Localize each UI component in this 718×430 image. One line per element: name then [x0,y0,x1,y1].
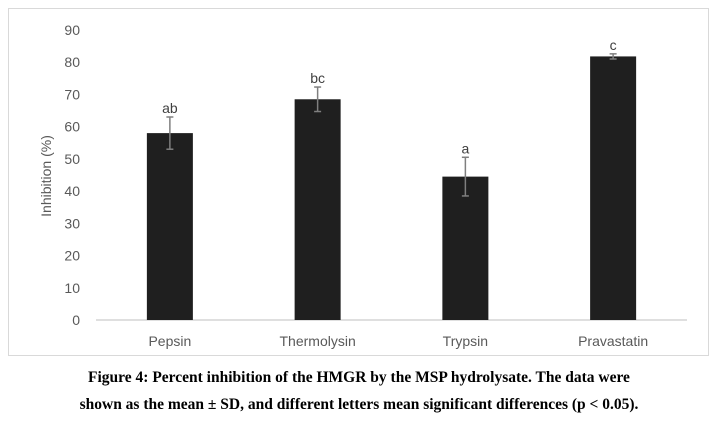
y-axis-label: Inhibition (%) [38,135,54,217]
significance-label: ab [162,100,178,116]
bar [146,133,193,320]
y-tick-label: 60 [64,119,80,135]
y-tick-label: 30 [64,215,80,231]
y-tick-label: 10 [64,280,80,296]
x-axis-tick-labels: Pepsin Thermolysin Trypsin Pravastatin [148,333,648,349]
caption-line-2: shown as the mean ± SD, and different le… [79,396,639,413]
significance-label: a [461,140,469,156]
error-bars [166,53,617,197]
bar [590,56,637,321]
bars [146,56,637,321]
bar [294,99,341,321]
figure-caption: Figure 4: Percent inhibition of the HMGR… [0,364,718,418]
y-axis-ticks: 0 10 20 30 40 50 60 70 80 90 [64,22,80,328]
significance-label: c [610,37,617,53]
y-tick-label: 0 [72,312,80,328]
y-tick-label: 70 [64,86,80,102]
y-tick-label: 80 [64,54,80,70]
caption-line-1: Figure 4: Percent inhibition of the HMGR… [88,369,630,386]
significance-labels: ab bc a c [162,37,617,156]
x-tick-label: Pepsin [148,333,191,349]
x-tick-label: Pravastatin [578,333,648,349]
y-tick-label: 40 [64,183,80,199]
y-tick-label: 50 [64,151,80,167]
x-tick-label: Thermolysin [280,333,356,349]
x-tick-label: Trypsin [443,333,488,349]
y-tick-label: 20 [64,248,80,264]
y-tick-label: 90 [64,22,80,38]
chart-frame [8,8,709,356]
significance-label: bc [310,70,325,86]
bar [442,176,489,320]
